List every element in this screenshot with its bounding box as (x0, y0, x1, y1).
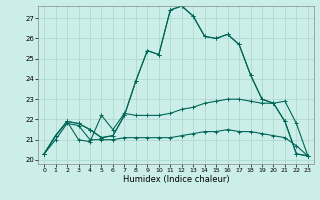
X-axis label: Humidex (Indice chaleur): Humidex (Indice chaleur) (123, 175, 229, 184)
